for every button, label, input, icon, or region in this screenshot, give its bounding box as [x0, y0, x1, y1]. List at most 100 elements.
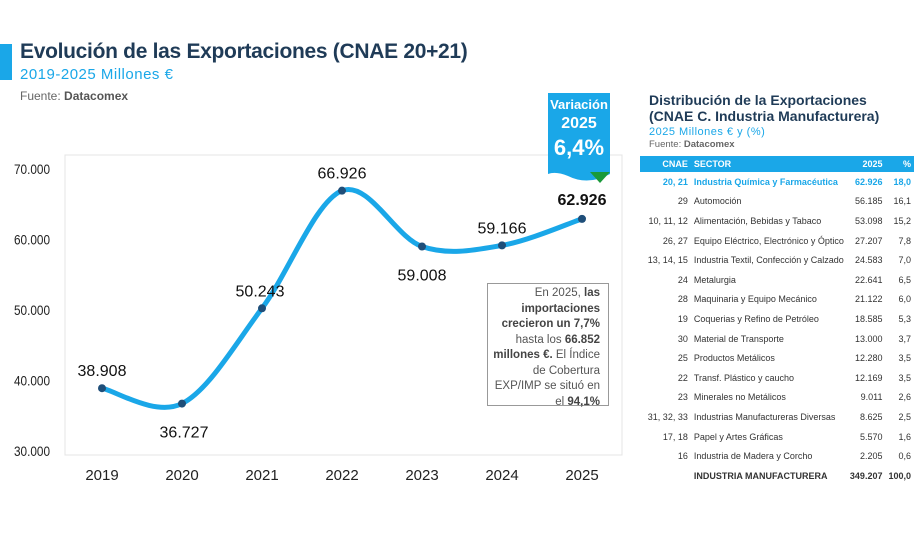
table-row: 25 Productos Metálicos 12.280 3,5: [640, 348, 914, 368]
sector-cell: Alimentación, Bebidas y Tabaco: [693, 215, 822, 226]
value-cell: 5.570: [859, 431, 883, 442]
plot-frame: [64, 154, 623, 456]
cnae-cell: 24: [677, 274, 688, 285]
data-label: 36.727: [160, 425, 209, 442]
table-header: CNAE SECTOR 2025 %: [640, 156, 914, 172]
x-tick-label: 2021: [245, 467, 278, 484]
data-point: [178, 399, 186, 408]
x-tick-label: 2023: [405, 467, 438, 484]
source: Fuente: Datacomex: [20, 89, 128, 103]
variation-badge: Variación 2025 6,4%: [548, 93, 610, 171]
badge-label: Variación: [550, 97, 608, 112]
pct-cell: 7,0: [898, 255, 911, 266]
page-subtitle: 2019-2025 Millones €: [20, 66, 174, 83]
value-cell: 9.011: [860, 392, 883, 403]
value-cell: 349.207: [849, 470, 883, 481]
cnae-cell: 19: [677, 313, 688, 324]
cnae-cell: 13, 14, 15: [647, 255, 688, 266]
table-source: Fuente: Datacomex: [649, 139, 735, 150]
data-label: 59.166: [478, 220, 527, 237]
value-cell: 2.205: [859, 451, 883, 462]
pct-cell: 3,5: [898, 372, 911, 383]
sector-cell: INDUSTRIA MANUFACTURERA: [693, 470, 828, 481]
data-label: 66.926: [318, 166, 367, 183]
table-row: 22 Transf. Plástico y caucho 12.169 3,5: [640, 368, 914, 388]
value-cell: 53.098: [854, 215, 883, 226]
pct-cell: 6,0: [898, 294, 911, 305]
table-row: 24 Metalurgia 22.641 6,5: [640, 270, 914, 290]
x-tick-label: 2024: [485, 467, 518, 484]
sector-cell: Metalurgia: [693, 274, 736, 285]
badge-value: 6,4%: [553, 135, 605, 160]
pct-cell: 16,1: [893, 196, 911, 207]
y-tick-label: 60.000: [14, 232, 50, 248]
x-tick-label: 2025: [565, 467, 598, 484]
value-cell: 18.585: [854, 313, 883, 324]
y-tick-label: 40.000: [14, 373, 50, 389]
col-sector: SECTOR: [690, 156, 847, 172]
table-row: INDUSTRIA MANUFACTURERA 349.207 100,0: [640, 466, 914, 486]
value-cell: 62.926: [854, 176, 883, 187]
source-label: Fuente:: [20, 89, 61, 103]
sector-cell: Automoción: [693, 196, 742, 207]
cnae-cell: 17, 18: [662, 431, 688, 442]
pct-cell: 1,6: [898, 431, 911, 442]
table-row: 29 Automoción 56.185 16,1: [640, 192, 914, 212]
x-tick-label: 2019: [85, 467, 118, 484]
data-label: 59.008: [398, 267, 447, 284]
value-cell: 56.185: [854, 196, 883, 207]
line-chart: 30.000 40.000 50.000 60.000 70.000 2019 2020 20…: [14, 154, 623, 484]
table-row: 10, 11, 12 Alimentación, Bebidas y Tabaco…: [640, 211, 914, 231]
table-row: 30 Material de Transporte 13.000 3,7: [640, 329, 914, 349]
table-row: 31, 32, 33 Industrias Manufactureras Dive…: [640, 407, 914, 427]
pct-cell: 2,6: [898, 392, 911, 403]
page-title: Evolución de las Exportaciones (CNAE 20+…: [20, 40, 468, 63]
sector-table: CNAE SECTOR 2025 % 20, 21 Industria Quími…: [640, 156, 914, 486]
cnae-cell: 20, 21: [662, 176, 688, 187]
table-row: 13, 14, 15 Industria Textil, Confección y…: [640, 250, 914, 270]
sector-cell: Industria de Madera y Corcho: [693, 451, 813, 462]
sector-cell: Material de Transporte: [693, 333, 784, 344]
source-value: Datacomex: [64, 89, 129, 103]
pct-cell: 7,8: [898, 235, 911, 246]
value-cell: 12.169: [854, 372, 883, 383]
cnae-cell: 10, 11, 12: [648, 215, 688, 226]
pct-cell: 18,0: [893, 176, 911, 187]
pct-cell: 3,5: [898, 353, 911, 364]
pct-cell: 6,5: [898, 274, 911, 285]
pct-cell: 2,5: [898, 411, 911, 422]
pct-cell: 100,0: [888, 470, 911, 481]
data-point: [578, 214, 586, 223]
value-cell: 24.583: [854, 255, 883, 266]
data-point: [338, 186, 346, 195]
col-pct: %: [885, 156, 914, 172]
x-tick-label: 2020: [165, 467, 198, 484]
value-cell: 12.280: [854, 353, 883, 364]
value-cell: 8.625: [859, 411, 883, 422]
sector-cell: Coquerias y Refino de Petróleo: [693, 313, 819, 324]
badge-footer: [548, 166, 610, 183]
imports-note: En 2025, las importaciones crecieron un …: [487, 283, 609, 408]
pct-cell: 5,3: [898, 313, 911, 324]
cnae-cell: 30: [677, 333, 688, 344]
table-row: 16 Industria de Madera y Corcho 2.205 0,6: [640, 446, 914, 466]
cnae-cell: 25: [677, 353, 688, 364]
pct-cell: 3,7: [898, 333, 911, 344]
table-subtitle: 2025 Millones € y (%): [649, 126, 766, 138]
y-tick-label: 70.000: [14, 161, 50, 177]
data-point: [98, 384, 106, 393]
value-cell: 13.000: [854, 333, 883, 344]
data-point: [498, 241, 506, 250]
data-label: 50.243: [236, 283, 285, 300]
cnae-cell: 16: [677, 451, 688, 462]
cnae-cell: 26, 27: [662, 235, 688, 246]
value-cell: 27.207: [854, 235, 883, 246]
sector-cell: Transf. Plástico y caucho: [693, 372, 795, 383]
value-cell: 21.122: [854, 294, 883, 305]
down-arrow-icon: [590, 172, 610, 183]
table-row: 26, 27 Equipo Eléctrico, Electrónico y Óp…: [640, 231, 914, 251]
sector-cell: Productos Metálicos: [693, 353, 775, 364]
sector-cell: Industria Química y Farmacéutica: [693, 176, 838, 187]
pct-cell: 15,2: [893, 215, 911, 226]
sector-cell: Maquinaria y Equipo Mecánico: [693, 294, 817, 305]
